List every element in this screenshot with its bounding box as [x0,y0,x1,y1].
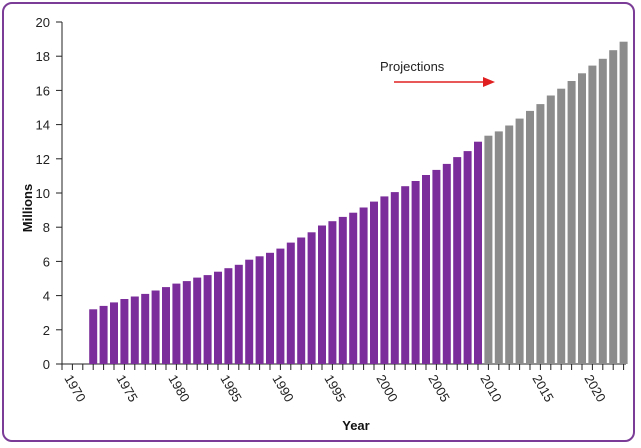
bar-projection-2013 [505,125,514,364]
bar-actual-1995 [318,225,326,364]
bar-actual-1980 [162,287,170,364]
bar-actual-2005 [422,175,430,364]
bar-actual-2003 [401,186,410,364]
bar-actual-1997 [338,216,347,364]
x-tick-label: 2010 [477,372,504,405]
bar-actual-2007 [442,163,451,364]
projections-label: Projections [380,59,445,74]
bar-projection-2014 [515,118,524,364]
bar-projection-2012 [494,131,503,364]
x-tick-label: 1995 [321,372,348,405]
projections-annotation: Projections [380,59,495,87]
y-tick-label: 12 [36,152,50,167]
y-tick-label: 18 [36,49,50,64]
bar-actual-1985 [214,271,222,364]
y-axis: 0 2 4 6 8 10 12 14 16 18 20 [36,15,63,372]
bar-actual-1991 [276,248,285,364]
bar-actual-2006 [432,169,441,364]
x-tick-label: 2015 [529,372,556,405]
bar-projection-2022 [598,58,607,365]
bar-actual-1976 [120,299,129,364]
bar-actual-1974 [99,305,108,364]
x-tick-label: 1975 [113,372,140,405]
y-tick-label: 8 [43,220,50,235]
bar-projection-2011 [484,135,493,364]
bar-actual-1979 [151,290,160,364]
y-tick-label: 4 [43,289,50,304]
x-axis: 1970 1975 1980 1985 1990 1995 2000 2005 2010 2015… [61,363,626,405]
bar-projection-2019 [567,81,576,364]
x-tick-label: 1985 [217,372,244,405]
projections-arrow-head-icon [483,77,495,87]
bar-projection-2021 [588,65,597,364]
bar-actual-1973 [89,309,98,364]
bar-projection-2020 [578,73,586,365]
bar-actual-1988 [245,259,254,364]
bar-actual-1999 [359,207,368,364]
bar-actual-1990 [266,252,274,364]
bar-actual-1996 [328,221,337,364]
y-tick-label: 14 [36,118,50,133]
bar-actual-1975 [110,302,118,364]
x-tick-label: 1970 [61,372,88,405]
bar-actual-1978 [141,293,150,364]
x-tick-label: 2000 [373,372,400,405]
bar-projection-2024 [619,41,628,364]
y-tick-label: 6 [43,254,50,269]
y-tick-label: 10 [36,186,50,201]
bar-actual-1989 [255,256,264,364]
y-tick-label: 16 [36,83,50,98]
bars [89,41,628,365]
x-tick-label: 1990 [269,372,296,405]
bar-projection-2018 [557,88,566,364]
bar-actual-1986 [224,268,233,364]
bar-projection-2017 [546,95,555,364]
y-tick-label: 0 [43,357,50,372]
y-tick-label: 2 [43,323,50,338]
y-tick-label: 20 [36,15,50,30]
bar-projection-2023 [609,50,618,364]
y-axis-title: Millions [20,184,35,232]
bar-actual-1981 [172,283,181,364]
bar-actual-1977 [130,296,139,364]
x-tick-label: 2005 [425,372,452,405]
bar-actual-1994 [307,232,316,364]
bar-actual-2008 [453,157,462,364]
bar-projection-2015 [526,110,534,365]
bar-actual-2009 [463,151,472,364]
x-tick-label: 1980 [165,372,192,405]
bar-actual-1993 [297,237,306,364]
bar-actual-1982 [182,281,191,364]
bar-projection-2016 [536,104,545,364]
bar-actual-2002 [390,192,399,364]
bar-actual-2010 [474,141,482,364]
bar-actual-1983 [193,277,202,364]
x-tick-label: 2020 [581,372,608,405]
bar-actual-1987 [234,264,243,364]
bar-actual-2004 [411,181,420,364]
bar-actual-1992 [286,242,295,364]
bar-actual-1984 [203,275,212,364]
bar-actual-2000 [370,201,378,364]
x-axis-title: Year [342,418,369,433]
bar-actual-2001 [380,196,389,364]
bar-actual-1998 [349,212,358,364]
